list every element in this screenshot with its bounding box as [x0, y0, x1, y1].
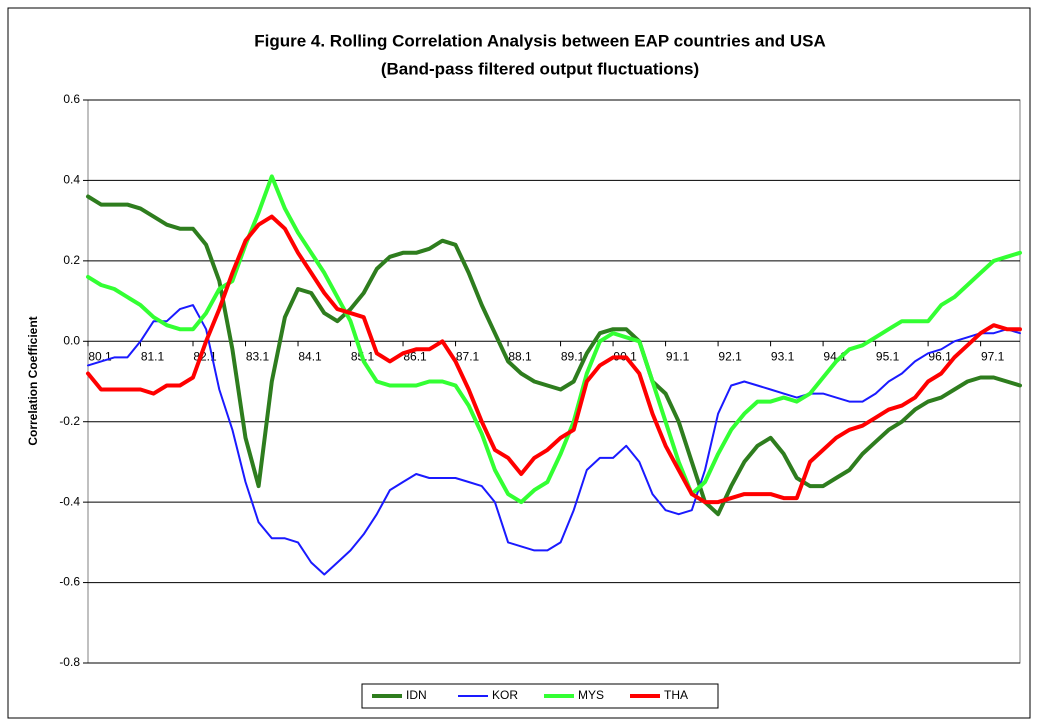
legend-label: IDN: [406, 688, 427, 702]
y-axis-label: Correlation Coefficient: [26, 316, 40, 445]
x-tick-label: 92.1: [718, 349, 742, 363]
x-tick-label: 93.1: [771, 349, 795, 363]
x-tick-label: 83.1: [246, 349, 270, 363]
y-tick-label: 0.6: [63, 92, 80, 106]
chart-title: Figure 4. Rolling Correlation Analysis b…: [254, 31, 826, 50]
series-line: [87, 304, 1021, 576]
x-tick-label: 96.1: [928, 349, 952, 363]
series-line: [86, 194, 1022, 517]
y-tick-label: -0.2: [59, 414, 80, 428]
y-tick-label: -0.8: [59, 655, 80, 669]
legend-label: MYS: [578, 688, 604, 702]
x-tick-label: 97.1: [981, 349, 1005, 363]
y-tick-label: -0.4: [59, 494, 80, 508]
x-tick-label: 94.1: [823, 349, 847, 363]
x-tick-label: 88.1: [508, 349, 532, 363]
legend-label: KOR: [492, 688, 518, 702]
x-tick-label: 84.1: [298, 349, 322, 363]
x-tick-label: 81.1: [141, 349, 165, 363]
legend-label: THA: [664, 688, 688, 702]
x-tick-label: 95.1: [876, 349, 900, 363]
y-tick-label: -0.6: [59, 575, 80, 589]
x-tick-label: 91.1: [666, 349, 690, 363]
x-tick-label: 89.1: [561, 349, 585, 363]
y-tick-label: 0.2: [63, 253, 80, 267]
x-tick-label: 87.1: [456, 349, 480, 363]
y-tick-label: 0.4: [63, 173, 80, 187]
y-tick-label: 0.0: [63, 333, 80, 347]
chart-subtitle: (Band-pass filtered output fluctuations): [381, 59, 699, 78]
chart-border: [7, 7, 1031, 719]
series-line: [86, 214, 1022, 505]
